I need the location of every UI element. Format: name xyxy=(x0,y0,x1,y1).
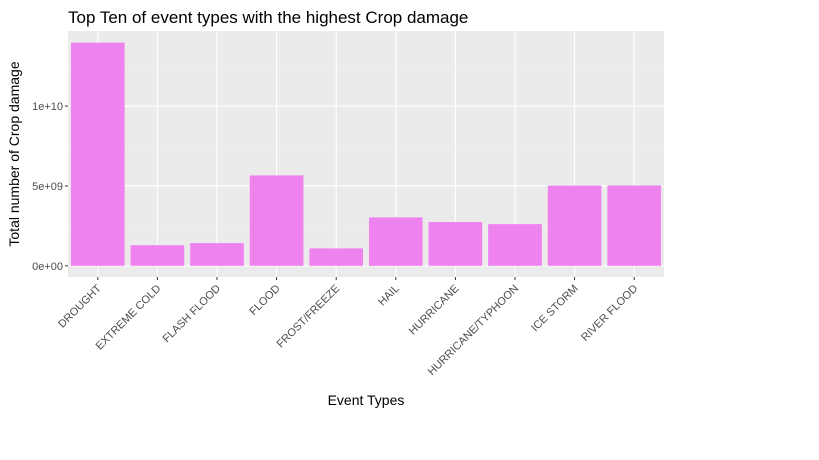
bar xyxy=(190,243,244,266)
bar xyxy=(547,185,602,266)
x-tick-label: HURRICANE xyxy=(407,283,462,338)
bar xyxy=(368,217,423,266)
bar xyxy=(428,222,483,266)
x-tick-label: ICE STORM xyxy=(529,283,581,335)
bar xyxy=(70,42,125,266)
chart-title: Top Ten of event types with the highest … xyxy=(68,8,468,27)
x-tick-label: RIVER FLOOD xyxy=(579,283,640,344)
y-tick-label: 0e+00 xyxy=(32,261,63,273)
bars xyxy=(70,42,662,266)
bar xyxy=(488,224,542,266)
x-tick-label: FROST/FREEZE xyxy=(275,283,343,351)
y-tick-label: 1e+10 xyxy=(32,101,63,113)
x-tick-label: FLOOD xyxy=(247,283,282,318)
bar xyxy=(607,185,662,266)
y-tick-label: 5e+09 xyxy=(32,181,63,193)
bar xyxy=(309,248,364,266)
x-tick-label: DROUGHT xyxy=(56,282,104,330)
x-tick-label: EXTREME COLD xyxy=(94,283,164,353)
bar xyxy=(130,245,185,266)
x-axis-title: Event Types xyxy=(328,392,405,408)
x-tick-label: FLASH FLOOD xyxy=(161,283,224,346)
y-axis-title: Total number of Crop damage xyxy=(6,61,22,246)
x-tick-label: HAIL xyxy=(376,283,402,309)
y-axis: 0e+00 5e+09 1e+10 xyxy=(32,101,68,273)
bar xyxy=(249,175,304,266)
